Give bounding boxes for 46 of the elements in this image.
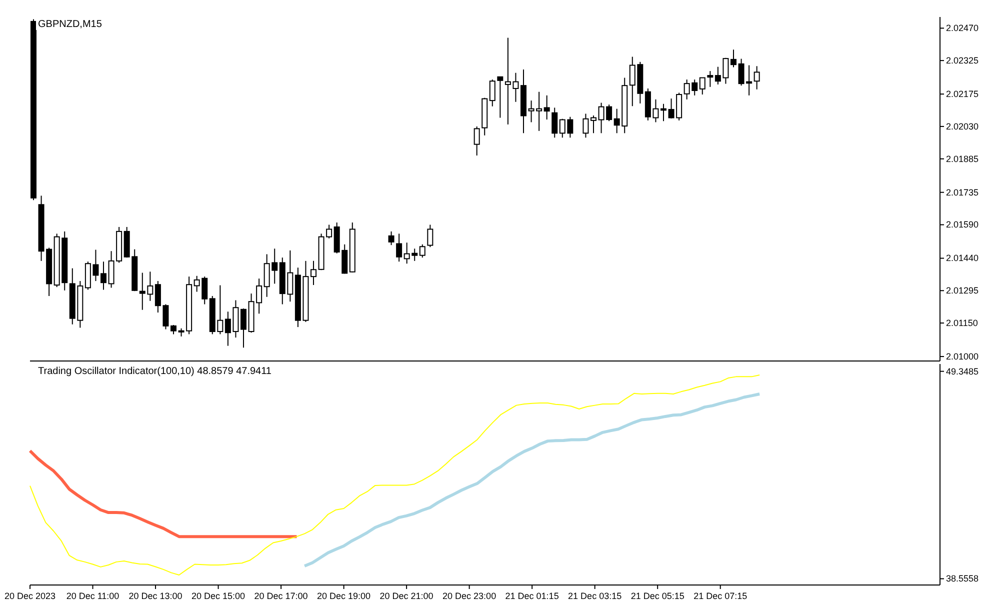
- x-tick-label: 20 Dec 17:00: [254, 591, 308, 601]
- y-tick-label: 2.01440: [946, 253, 979, 264]
- candlestick: [396, 233, 402, 262]
- y-tick-label: 2.01150: [946, 318, 978, 328]
- candlestick: [552, 107, 558, 138]
- chart-title: Trading Oscillator Indicator(100,10) 48.8579 47.9411: [36, 366, 274, 377]
- x-tick-label: 20 Dec 2023: [4, 591, 56, 601]
- x-tick-label: 20 Dec 23:00: [442, 591, 496, 601]
- candlestick: [310, 260, 316, 286]
- y-tick-label: 2.01295: [946, 286, 979, 296]
- x-tick-label: 20 Dec 13:00: [128, 591, 182, 601]
- candlestick: [419, 244, 426, 258]
- candlestick: [427, 224, 434, 248]
- y-tick-label: 2.01885: [946, 154, 979, 164]
- y-tick-label: 2.02470: [946, 23, 979, 34]
- y-tick-label: 2.01000: [946, 352, 979, 362]
- y-tick-label: 2.02325: [946, 56, 979, 66]
- x-tick-label: 20 Dec 11:00: [66, 591, 120, 601]
- y-tick-label: 38.5558: [946, 574, 979, 584]
- y-tick-label: 49.3485: [946, 366, 979, 376]
- candlestick: [699, 77, 706, 96]
- x-tick-label: 20 Dec 19:00: [317, 591, 371, 601]
- candlestick: [590, 115, 596, 134]
- candlestick: [100, 261, 106, 290]
- candlestick: [170, 324, 176, 335]
- candlestick: [660, 103, 666, 122]
- x-tick-label: 21 Dec 01:15: [505, 591, 559, 601]
- candlestick: [754, 66, 760, 90]
- candlestick: [707, 70, 714, 88]
- candlestick: [730, 49, 736, 68]
- y-tick-label: 2.01735: [946, 187, 979, 198]
- candlestick: [582, 113, 589, 138]
- y-tick-label: 2.01590: [946, 220, 979, 230]
- line-series: [28, 449, 298, 538]
- chart-title: GBPNZD,M15: [36, 19, 104, 30]
- x-tick-label: 21 Dec 03:15: [568, 591, 622, 601]
- x-tick-label: 21 Dec 07:15: [694, 591, 748, 601]
- candlestick: [240, 308, 246, 348]
- x-tick-label: 20 Dec 21:00: [380, 591, 434, 601]
- line-series: [303, 392, 762, 568]
- x-tick-label: 21 Dec 05:15: [630, 591, 684, 601]
- x-tick-label: 20 Dec 15:00: [192, 591, 246, 601]
- candlestick: [544, 94, 550, 120]
- candlestick: [388, 230, 394, 246]
- y-tick-label: 2.02175: [946, 89, 979, 100]
- y-tick-label: 2.02030: [946, 121, 979, 132]
